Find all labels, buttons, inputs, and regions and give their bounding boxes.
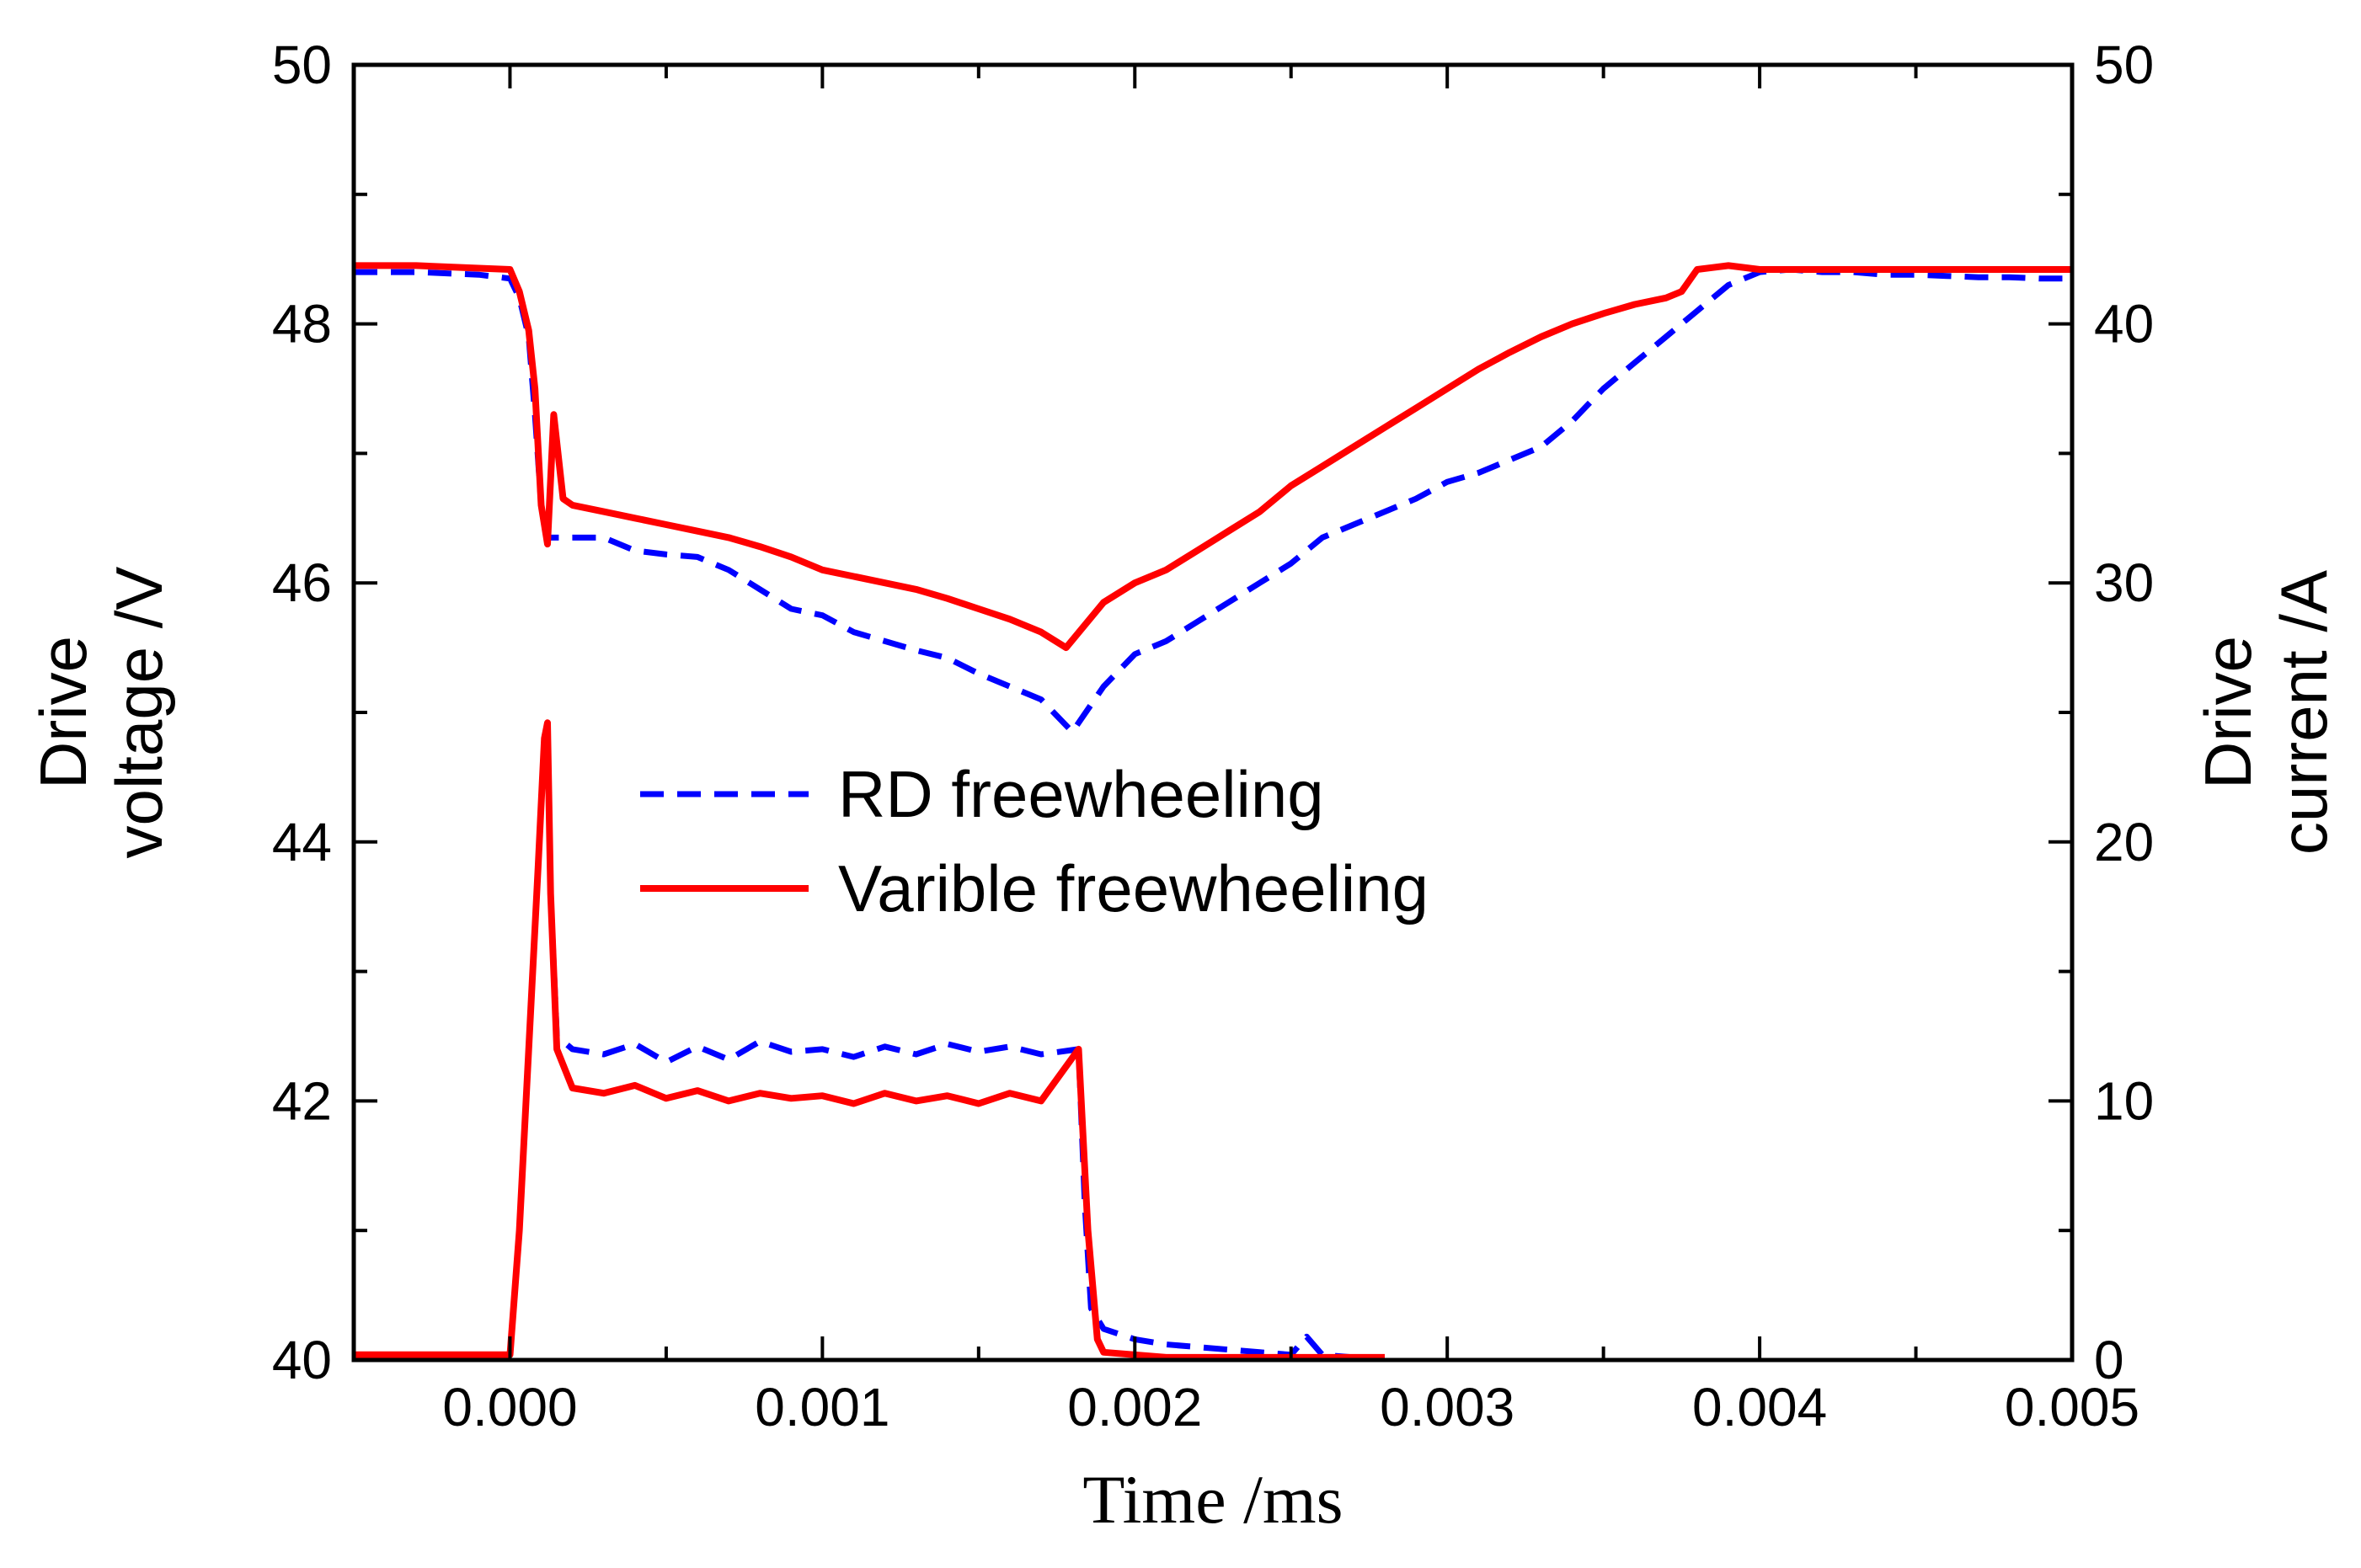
x-tick-label: 0.001 xyxy=(755,1377,889,1437)
x-tick-label: 0.004 xyxy=(1692,1377,1827,1437)
series-line-rd-freewheeling xyxy=(354,266,2072,735)
series-line-varible-freewheeling-current xyxy=(354,719,1385,1361)
y-right-tick-label: 0 xyxy=(2094,1330,2124,1390)
legend: RD freewheeling Varible freewheeling xyxy=(640,757,1429,925)
x-tick-label: 0.002 xyxy=(1067,1377,1202,1437)
y-right-axis-title: Drivecurrent /A xyxy=(2191,570,2341,855)
y-left-tick-label: 44 xyxy=(272,812,332,872)
y-right-tick-label: 40 xyxy=(2094,294,2154,355)
y-left-tick-label: 40 xyxy=(272,1330,332,1390)
y-left-tick-label: 48 xyxy=(272,294,332,355)
x-axis-title: Time /ms xyxy=(1082,1461,1343,1538)
y-right-tick-label: 50 xyxy=(2094,35,2154,95)
y-left-tick-label: 50 xyxy=(272,35,332,95)
y-left-axis-title: Drivevoltage /V xyxy=(26,567,176,859)
plot-frame xyxy=(351,62,2075,1363)
y-left-tick-label: 46 xyxy=(272,552,332,613)
legend-label-varible-freewheeling: Varible freewheeling xyxy=(838,851,1429,925)
x-tick-label: 0.005 xyxy=(2005,1377,2139,1437)
y-right-tick-label: 30 xyxy=(2094,552,2154,613)
y-right-tick-label: 20 xyxy=(2094,812,2154,872)
series-line-varible-freewheeling xyxy=(354,262,2072,652)
x-tick-label: 0.000 xyxy=(442,1377,577,1437)
series-layer xyxy=(354,262,2072,1361)
label-layer: 0.000 0.001 0.002 0.003 0.004 0.005 40 42 44 46 48… xyxy=(272,35,2154,1437)
y-right-tick-label: 10 xyxy=(2094,1070,2154,1131)
legend-label-rd-freewheeling: RD freewheeling xyxy=(838,757,1324,831)
y-left-tick-label: 42 xyxy=(272,1070,332,1131)
x-tick-label: 0.003 xyxy=(1380,1377,1514,1437)
